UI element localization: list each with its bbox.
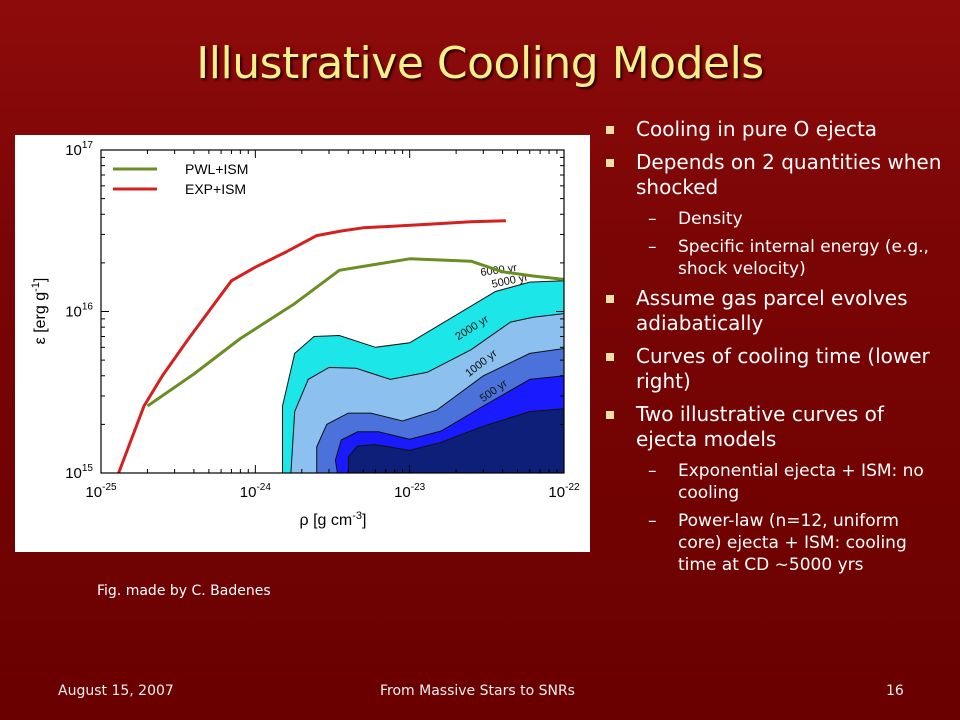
x-tick-label: 10-25 [85, 482, 117, 501]
series-line-exp-ism [117, 219, 506, 473]
y-tick-label: 1017 [65, 140, 93, 159]
bullet-square-icon [606, 126, 614, 134]
cooling-chart-panel: 6000 yr 5000 yr 2000 yr 1000 yr 500 yr 10-25… [15, 135, 590, 552]
bullet-item: Depends on 2 quantities when shocked [602, 150, 947, 200]
contour-region-6000-yr [347, 408, 564, 473]
x-tick-label: 10-24 [240, 482, 272, 501]
dash-icon: – [648, 237, 657, 257]
sub-bullet-item: – Power-law (n=12, uniform core) ejecta +… [602, 510, 947, 576]
x-tick-label: 10-23 [394, 482, 426, 501]
sub-bullet-item: – Exponential ejecta + ISM: no cooling [602, 460, 947, 504]
dash-icon: – [648, 461, 657, 481]
bullet-square-icon [606, 295, 614, 303]
axis-ticks: 10-25 10-24 10-23 10-22 1015 1016 1017 [65, 140, 580, 501]
bullet-square-icon [606, 411, 614, 419]
bullet-text: Cooling in pure O ejecta [636, 117, 878, 141]
bullet-text: Curves of cooling time (lower right) [636, 344, 930, 393]
legend-label: EXP+ISM [185, 181, 246, 197]
footer-date: August 15, 2007 [58, 683, 174, 699]
dash-icon: – [648, 209, 657, 229]
legend-label: PWL+ISM [185, 161, 248, 177]
bullet-item: Assume gas parcel evolves adiabatically [602, 286, 947, 336]
model-curves [117, 219, 564, 473]
footer-page-number: 16 [886, 683, 904, 699]
sub-bullet-text: Power-law (n=12, uniform core) ejecta + … [678, 511, 907, 575]
dash-icon: – [648, 511, 657, 531]
sub-bullet-text: Exponential ejecta + ISM: no cooling [678, 461, 924, 503]
footer-title: From Massive Stars to SNRs [380, 683, 575, 699]
bullet-text: Depends on 2 quantities when shocked [636, 150, 942, 199]
sub-bullet-item: – Density [602, 208, 947, 230]
bullet-text: Assume gas parcel evolves adiabatically [636, 286, 908, 335]
bullet-item: Two illustrative curves of ejecta models [602, 402, 947, 452]
sub-bullet-text: Specific internal energy (e.g., shock ve… [678, 237, 929, 279]
bullet-square-icon [606, 353, 614, 361]
bullet-list: Cooling in pure O ejecta Depends on 2 qua… [602, 117, 947, 582]
slide-title: Illustrative Cooling Models [196, 38, 764, 89]
bullet-item: Curves of cooling time (lower right) [602, 344, 947, 394]
x-tick-label: 10-22 [548, 482, 580, 501]
sub-bullet-text: Density [678, 209, 743, 229]
x-axis-label: ρ [g cm-3] [300, 510, 367, 529]
cooling-time-contours [282, 280, 564, 473]
bullet-item: Cooling in pure O ejecta [602, 117, 947, 142]
sub-bullet-item: – Specific internal energy (e.g., shock v… [602, 236, 947, 280]
y-tick-label: 1015 [65, 463, 93, 482]
y-tick-label: 1016 [65, 302, 93, 321]
figure-credit: Fig. made by C. Badenes [97, 583, 271, 599]
y-axis-label: ε [erg g-1] [30, 278, 49, 345]
series-line-pwl-ism [146, 257, 564, 408]
chart-legend: PWL+ISM EXP+ISM [113, 161, 248, 197]
bullet-text: Two illustrative curves of ejecta models [636, 402, 884, 451]
bullet-square-icon [606, 159, 614, 167]
